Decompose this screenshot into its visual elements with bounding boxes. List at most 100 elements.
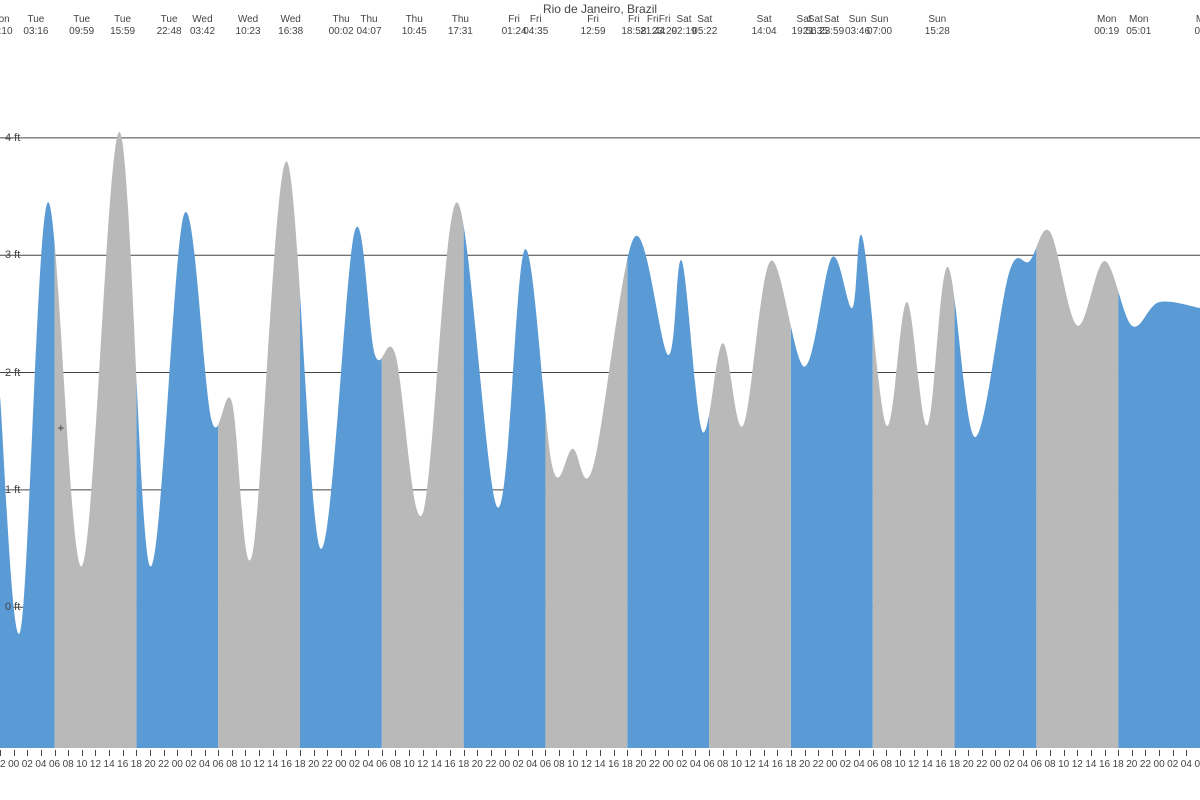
tide-chart: Rio de Janeiro, Brazil Mon22:10Tue03:16T… xyxy=(0,0,1200,800)
x-axis-tick xyxy=(955,750,956,756)
x-axis-hour-label: 12 xyxy=(581,759,592,770)
x-axis-tick xyxy=(614,750,615,756)
x-axis-tick xyxy=(968,750,969,756)
x-axis-tick xyxy=(14,750,15,756)
x-axis-tick xyxy=(273,750,274,756)
x-axis-tick xyxy=(1132,750,1133,756)
x-axis-hour-label: 16 xyxy=(281,759,292,770)
x-axis-tick xyxy=(1159,750,1160,756)
x-axis-hour-label: 18 xyxy=(949,759,960,770)
x-axis-hour-label: 18 xyxy=(131,759,142,770)
x-axis-tick xyxy=(218,750,219,756)
x-axis-tick xyxy=(1077,750,1078,756)
x-axis-hour-label: 18 xyxy=(1113,759,1124,770)
x-axis-tick xyxy=(314,750,315,756)
x-axis-tick xyxy=(941,750,942,756)
x-axis-hour-label: 22 xyxy=(649,759,660,770)
x-axis-tick xyxy=(886,750,887,756)
tide-event-label: Tue22:48 xyxy=(157,14,182,38)
x-axis-tick xyxy=(1036,750,1037,756)
x-axis-tick xyxy=(573,750,574,756)
x-axis-hour-label: 02 xyxy=(22,759,33,770)
x-axis-hour-label: 16 xyxy=(935,759,946,770)
tide-event-label: Fri04:35 xyxy=(523,14,548,38)
x-axis-hour-label: 08 xyxy=(1044,759,1055,770)
x-axis-tick xyxy=(1023,750,1024,756)
x-axis-hour-label: 08 xyxy=(717,759,728,770)
x-axis-hour-label: 16 xyxy=(444,759,455,770)
tide-event-label: Tue03:16 xyxy=(23,14,48,38)
x-axis-tick xyxy=(736,750,737,756)
y-axis-label: 2 ft xyxy=(5,367,20,379)
x-axis-hour-label: 00 xyxy=(826,759,837,770)
x-axis-hour-label: 20 xyxy=(472,759,483,770)
x-axis-hour-label: 14 xyxy=(267,759,278,770)
x-axis-tick xyxy=(995,750,996,756)
header-event-labels: Mon22:10Tue03:16Tue09:59Tue15:59Tue22:48… xyxy=(0,14,1200,42)
y-axis-label: 4 ft xyxy=(5,132,20,144)
tide-event-label: Wed10:23 xyxy=(236,14,261,38)
x-axis-hour-label: 10 xyxy=(1058,759,1069,770)
x-axis-tick xyxy=(505,750,506,756)
y-axis-label: 1 ft xyxy=(5,484,20,496)
x-axis-tick xyxy=(1118,750,1119,756)
x-axis-tick xyxy=(436,750,437,756)
x-axis-tick xyxy=(1091,750,1092,756)
x-axis-tick xyxy=(532,750,533,756)
x-axis-tick xyxy=(655,750,656,756)
x-axis-tick xyxy=(245,750,246,756)
tide-event-label: Thu00:02 xyxy=(329,14,354,38)
x-axis-hour-label: 12 xyxy=(90,759,101,770)
x-axis-tick xyxy=(927,750,928,756)
x-axis-hour-label: 02 xyxy=(1004,759,1015,770)
x-axis-tick xyxy=(259,750,260,756)
x-axis-tick xyxy=(368,750,369,756)
x-axis-hour-label: 16 xyxy=(117,759,128,770)
x-axis-tick xyxy=(900,750,901,756)
x-axis-hour-label: 00 xyxy=(8,759,19,770)
tide-event-label: Tue15:59 xyxy=(110,14,135,38)
x-axis-tick xyxy=(1105,750,1106,756)
x-axis-tick xyxy=(95,750,96,756)
x-axis-tick xyxy=(123,750,124,756)
x-axis-hour-label: 06 xyxy=(1031,759,1042,770)
tide-event-label: Sat14:04 xyxy=(752,14,777,38)
tide-event-label: Mon05:01 xyxy=(1126,14,1151,38)
tide-event-label: Thu04:07 xyxy=(356,14,381,38)
x-axis-hour-label: 18 xyxy=(458,759,469,770)
x-axis-hour-label: 22 xyxy=(0,759,6,770)
x-axis-hour-label: 20 xyxy=(1126,759,1137,770)
x-axis-tick xyxy=(559,750,560,756)
x-axis-tick xyxy=(109,750,110,756)
x-axis-tick xyxy=(982,750,983,756)
x-axis-tick xyxy=(150,750,151,756)
x-axis-hour-label: 08 xyxy=(390,759,401,770)
tide-event-label: M08 xyxy=(1194,14,1200,38)
x-axis-tick xyxy=(1009,750,1010,756)
x-axis-tick xyxy=(205,750,206,756)
x-axis-tick xyxy=(723,750,724,756)
tide-event-label: Sat05:22 xyxy=(692,14,717,38)
x-axis-hour-label: 06 xyxy=(213,759,224,770)
x-axis-hour-label: 06 xyxy=(49,759,60,770)
x-axis-tick xyxy=(491,750,492,756)
x-axis-hour-label: 04 xyxy=(1181,759,1192,770)
x-axis-hour-label: 02 xyxy=(1167,759,1178,770)
x-axis-hour-label: 04 xyxy=(526,759,537,770)
x-axis-hour-label: 04 xyxy=(363,759,374,770)
x-axis-hour-label: 10 xyxy=(567,759,578,770)
x-axis-hour-label: 14 xyxy=(594,759,605,770)
x-axis-hour-label: 02 xyxy=(185,759,196,770)
x-axis-tick xyxy=(873,750,874,756)
x-axis-tick xyxy=(232,750,233,756)
x-axis-tick xyxy=(164,750,165,756)
x-axis-hour-label: 20 xyxy=(799,759,810,770)
x-axis-tick xyxy=(627,750,628,756)
x-axis-hour-label: 08 xyxy=(881,759,892,770)
x-axis-hour-label: 04 xyxy=(35,759,46,770)
x-axis-hour-label: 06 xyxy=(704,759,715,770)
x-axis-hour-label: 18 xyxy=(622,759,633,770)
x-axis-tick xyxy=(818,750,819,756)
x-axis-hour-label: 14 xyxy=(922,759,933,770)
tide-event-label: Sun15:28 xyxy=(925,14,950,38)
